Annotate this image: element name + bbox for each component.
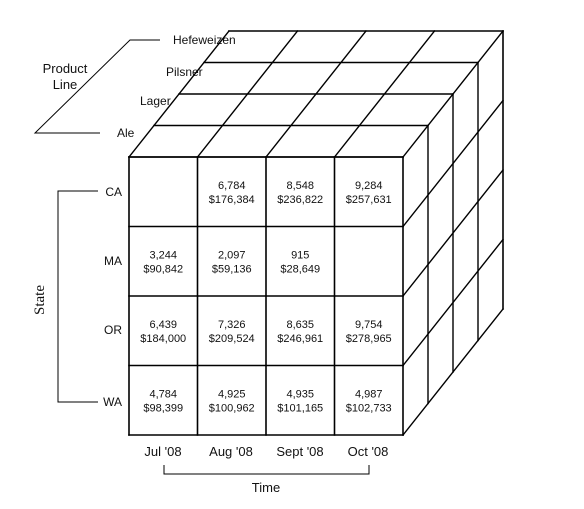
product-line-axis: Product Line Hefeweizen Pilsner Lager Al… xyxy=(33,33,236,140)
state-bracket xyxy=(57,190,98,403)
product-label-lager: Lager xyxy=(140,94,171,108)
state-axis-label: State xyxy=(32,285,48,315)
cell-revenue: $209,524 xyxy=(209,333,255,345)
time-axis: Jul '08 Aug '08 Sept '08 Oct '08 Time xyxy=(144,444,388,495)
product-label-hefeweizen: Hefeweizen xyxy=(173,33,236,47)
product-line-bracket xyxy=(33,39,160,134)
cell-units: 9,284 xyxy=(355,180,383,192)
cube-side-depth-line xyxy=(402,99,504,228)
time-axis-label: Time xyxy=(252,480,280,495)
state-axis: State CA MA OR WA xyxy=(32,185,122,409)
cube-grid xyxy=(128,30,504,436)
state-label-or: OR xyxy=(104,323,122,337)
cell-revenue: $59,136 xyxy=(212,263,252,275)
month-label-jul: Jul '08 xyxy=(144,444,181,459)
product-line-label-line-1: Product xyxy=(43,61,88,76)
cell-revenue: $176,384 xyxy=(209,194,255,206)
cell-units: 4,935 xyxy=(286,388,314,400)
cube-side-depth-line xyxy=(402,308,504,436)
cell-units: 3,244 xyxy=(149,249,177,261)
product-label-ale: Ale xyxy=(117,126,135,140)
month-label-aug: Aug '08 xyxy=(209,444,253,459)
cell-units: 6,439 xyxy=(149,319,177,331)
cell-revenue: $184,000 xyxy=(140,333,186,345)
cell-revenue: $28,649 xyxy=(280,263,320,275)
cell-units: 4,925 xyxy=(218,388,246,400)
cube-top-depth-line xyxy=(333,30,436,158)
cell-revenue: $102,733 xyxy=(346,402,392,414)
state-label-ma: MA xyxy=(104,254,122,268)
cell-units: 8,635 xyxy=(286,319,314,331)
cell-units: 7,326 xyxy=(218,319,246,331)
cube-side-depth-line xyxy=(402,169,504,297)
cell-units: 4,987 xyxy=(355,388,383,400)
cell-units: 915 xyxy=(291,249,309,261)
cell-revenue: $90,842 xyxy=(143,263,183,275)
cell-revenue: $100,962 xyxy=(209,402,255,414)
cell-units: 4,784 xyxy=(149,388,177,400)
cell-revenue: $278,965 xyxy=(346,333,392,345)
cell-revenue: $236,822 xyxy=(277,194,323,206)
cell-revenue: $246,961 xyxy=(277,333,323,345)
state-label-ca: CA xyxy=(105,185,122,199)
cell-revenue: $98,399 xyxy=(143,402,183,414)
month-label-oct: Oct '08 xyxy=(348,444,389,459)
cell-units: 6,784 xyxy=(218,180,246,192)
cube-top-depth-line xyxy=(265,30,367,158)
month-label-sept: Sept '08 xyxy=(276,444,323,459)
cell-units: 2,097 xyxy=(218,249,246,261)
time-bracket xyxy=(163,465,370,475)
cell-units: 9,754 xyxy=(355,319,383,331)
cube-top-depth-line xyxy=(196,30,299,158)
cell-units: 8,548 xyxy=(286,180,314,192)
product-line-label-line-2: Line xyxy=(53,77,78,92)
cube-front-cells: 6,784 $176,384 8,548 $236,822 9,284 $257,631 3… xyxy=(140,180,391,415)
cube-top-depth-line xyxy=(128,30,230,158)
cell-revenue: $257,631 xyxy=(346,194,392,206)
cell-revenue: $101,165 xyxy=(277,402,323,414)
state-label-wa: WA xyxy=(103,395,122,409)
cube-side-depth-line xyxy=(402,238,504,367)
